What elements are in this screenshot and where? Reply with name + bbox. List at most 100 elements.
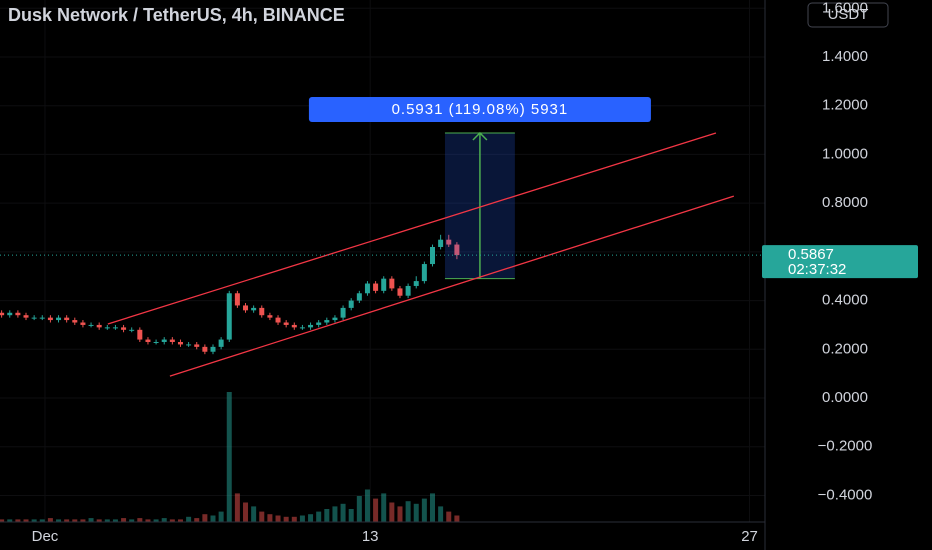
volume-bar (356, 496, 362, 522)
volume-bar (251, 506, 257, 522)
volume-bar (47, 518, 53, 522)
candle-body (112, 327, 118, 329)
candle-body (251, 307, 257, 311)
volume-bar (7, 519, 13, 522)
candle-body (348, 300, 354, 308)
candle-body (438, 239, 444, 247)
candle-body (446, 239, 452, 245)
candle-body (129, 329, 135, 331)
volume-bar (169, 519, 175, 522)
volume-bar (324, 509, 330, 522)
plot (0, 131, 765, 522)
volume-bar (64, 519, 70, 522)
candle-body (210, 346, 216, 352)
volume-bar (243, 502, 249, 522)
y-tick-label: 0.2000 (822, 340, 868, 357)
candle-body (218, 339, 224, 347)
candle-body (23, 315, 29, 318)
volume-bar (31, 519, 37, 522)
volume-bar (413, 503, 419, 522)
candle-body (234, 293, 240, 306)
chart-title: Dusk Network / TetherUS, 4h, BINANCE (8, 5, 345, 25)
candle-body (161, 339, 167, 342)
volume-bar (202, 514, 208, 522)
x-tick-label: Dec (32, 528, 59, 545)
volume-bar (283, 516, 289, 522)
volume-bar (389, 502, 395, 522)
volume-bar (0, 519, 5, 522)
volume-bar (15, 519, 21, 522)
candle-body (243, 305, 249, 311)
volume-bar (137, 518, 143, 522)
candle-body (389, 278, 395, 289)
volume-bar (186, 516, 192, 522)
y-tick-label: 1.4000 (822, 48, 868, 65)
last-price-box (762, 245, 918, 279)
measure-label: 0.5931 (119.08%) 5931 (392, 101, 569, 118)
grid (0, 0, 765, 522)
candle-body (31, 317, 37, 319)
volume-bar (446, 511, 452, 522)
candle-body (259, 307, 265, 316)
volume-bar (88, 518, 94, 522)
y-tick-label: 0.8000 (822, 194, 868, 211)
candle-body (145, 339, 151, 342)
y-tick-label: −0.4000 (818, 486, 873, 503)
x-tick-label: 27 (741, 528, 758, 545)
candle-body (324, 320, 330, 323)
candle-body (340, 307, 346, 318)
volume-bar (153, 519, 159, 522)
volume-bar (259, 511, 265, 522)
volume-bar (275, 515, 281, 522)
candle-body (137, 329, 143, 340)
candle-body (153, 341, 159, 343)
y-tick-label: 1.0000 (822, 145, 868, 162)
currency-button[interactable] (807, 2, 889, 28)
volume-bar (381, 493, 387, 522)
volume-bar (104, 519, 110, 522)
volume-bar (226, 392, 232, 522)
volume-bar (429, 493, 435, 522)
currency-label[interactable]: USDT (828, 6, 869, 23)
candle-body (177, 341, 183, 345)
volume-bar (267, 514, 273, 522)
volume-bar (373, 498, 379, 522)
y-tick-label: 1.2000 (822, 97, 868, 114)
volume-bar (112, 519, 118, 522)
volume-bar (299, 515, 305, 522)
measure-arrowhead (472, 131, 488, 141)
candle-body (356, 293, 362, 301)
measure-label-box (308, 96, 651, 122)
candle-body (186, 344, 192, 346)
candle-body (299, 327, 305, 329)
candle-body (88, 324, 94, 326)
volume-bar (161, 518, 167, 522)
candle-body (405, 285, 411, 296)
candle-body (291, 324, 297, 328)
volume-bar (291, 516, 297, 522)
candle-body (267, 315, 273, 318)
volume-bar (397, 506, 403, 522)
candle-body (15, 312, 21, 316)
candle-body (332, 317, 338, 321)
volume-bar (145, 519, 151, 522)
y-tick-label: 1.6000 (822, 0, 868, 16)
candle-body (80, 322, 86, 325)
y-tick-label: 0.4000 (822, 292, 868, 309)
candle-body (104, 327, 110, 329)
volume-bar (405, 501, 411, 522)
volume-bar (364, 489, 370, 522)
candle-body (283, 322, 289, 325)
candle-body (226, 293, 232, 340)
candle-body (421, 264, 427, 282)
candle-body (373, 283, 379, 291)
volume-bar (72, 519, 78, 522)
volume-bar (308, 514, 314, 522)
y-tick-label: −0.2000 (818, 438, 873, 455)
volume-bar (348, 509, 354, 522)
candle-body (275, 317, 281, 323)
volume-bar (96, 519, 102, 522)
candle-body (316, 322, 322, 325)
